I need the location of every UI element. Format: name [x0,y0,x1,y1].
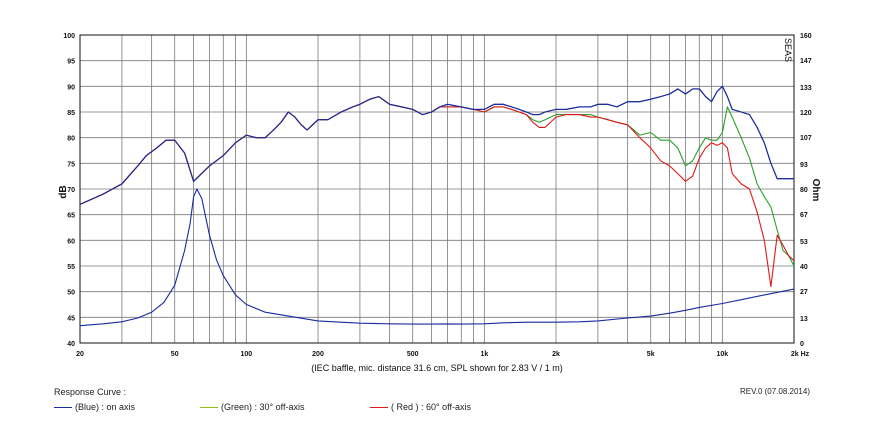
y-tick-right: 80 [800,187,808,194]
x-tick: 5k [647,351,655,358]
x-tick: 500 [407,351,419,358]
y-tick-left: 75 [67,161,75,168]
series-group [79,85,795,327]
y-tick-left: 80 [67,136,75,143]
y-tick-right: 93 [800,162,808,169]
y-tick-left: 65 [67,213,75,220]
x-tick: 100 [241,351,253,358]
legend-swatch-blue [54,406,72,408]
y-tick-right: 133 [800,85,812,92]
y-tick-right: 160 [800,33,812,40]
y-tick-left: 100 [63,33,75,40]
y-tick-left: 85 [67,110,75,117]
y-tick-left: 45 [67,315,75,322]
y-tick-right: 147 [800,58,812,65]
y-tick-left: 70 [67,187,75,194]
y-tick-right: 67 [800,212,808,219]
y-tick-left: 50 [67,290,75,297]
y-tick-right: 107 [800,135,812,142]
x-tick: 2k [552,351,560,358]
x-tick: 20 [76,351,84,358]
legend-entry-blue: (Blue) : on axis [54,402,135,412]
series-line-impedance [79,188,795,327]
y-tick-left: 95 [67,59,75,66]
y-tick-right: 13 [800,316,808,323]
corner-logo-mark: SEAS [783,38,793,62]
y-tick-right: 0 [800,341,804,348]
series-line-red-60deg [79,96,795,288]
y-axis-left-label: dB [58,185,69,198]
legend-swatch-green [200,406,218,408]
response-curve-label: Response Curve : [54,387,127,397]
legend-label-red: ( Red ) : 60° off-axis [391,402,471,412]
y-tick-left: 40 [67,341,75,348]
x-tick: 50 [171,351,179,358]
series-line-blue-on-axis-top [79,85,794,205]
legend-label-green: (Green) : 30° off-axis [221,402,305,412]
legend-swatch-red [370,406,388,408]
x-axis-label: (IEC baffle, mic. distance 31.6 cm, SPL … [311,363,563,373]
tick-labels: 100 95 90 85 80 75 70 65 60 55 50 45 40 160 147 133 120 1… [63,33,811,358]
series-line-blue-on-axis [79,85,794,205]
y-tick-right: 120 [800,110,812,117]
x-tick: 2k Hz [791,351,810,358]
legend-label-blue: (Blue) : on axis [75,402,136,412]
y-tick-right: 27 [800,289,808,296]
y-tick-right: 53 [800,239,808,246]
revision-label: REV.0 (07.08.2014) [740,387,810,396]
y-tick-left: 60 [67,238,75,245]
y-tick-left: 90 [67,84,75,91]
legend-entry-red: ( Red ) : 60° off-axis [370,402,471,412]
chart-grid [80,35,794,343]
y-tick-left: 55 [67,264,75,271]
x-tick: 200 [312,351,324,358]
y-tick-right: 40 [800,264,808,271]
x-tick: 10k [717,351,729,358]
legend-entry-green: (Green) : 30° off-axis [200,402,304,412]
plot-frame [79,34,795,344]
y-axis-right-label: Ohm [810,179,821,202]
x-tick: 1k [480,351,488,358]
